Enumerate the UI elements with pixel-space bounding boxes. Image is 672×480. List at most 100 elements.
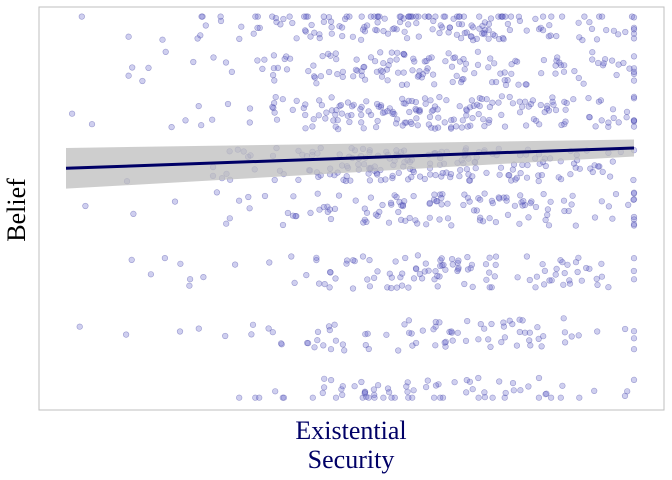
data-point bbox=[466, 177, 474, 184]
data-point bbox=[470, 37, 477, 44]
data-point bbox=[519, 202, 526, 209]
data-point bbox=[605, 203, 613, 210]
data-point bbox=[371, 391, 378, 399]
data-point bbox=[503, 197, 510, 204]
data-point bbox=[406, 13, 414, 20]
data-point bbox=[527, 100, 535, 108]
data-point bbox=[630, 196, 638, 203]
data-point bbox=[527, 342, 534, 349]
data-point bbox=[474, 61, 482, 69]
data-point bbox=[315, 173, 322, 180]
data-point bbox=[463, 112, 470, 119]
data-point bbox=[320, 342, 327, 349]
data-point bbox=[309, 123, 316, 130]
data-point bbox=[198, 122, 205, 129]
data-point bbox=[254, 13, 261, 20]
data-point bbox=[316, 280, 323, 287]
data-point bbox=[419, 71, 427, 78]
data-point bbox=[439, 394, 447, 401]
data-point bbox=[425, 55, 433, 62]
data-point bbox=[433, 198, 440, 205]
data-point bbox=[384, 284, 391, 291]
data-point bbox=[475, 110, 482, 118]
data-point bbox=[504, 211, 512, 218]
data-point bbox=[273, 19, 280, 26]
data-point bbox=[288, 253, 295, 260]
data-point bbox=[379, 201, 386, 209]
data-point bbox=[483, 169, 490, 176]
data-point bbox=[405, 394, 412, 401]
data-point bbox=[273, 116, 281, 123]
data-point bbox=[506, 26, 514, 34]
data-point bbox=[290, 193, 297, 200]
data-point bbox=[546, 22, 553, 29]
data-point bbox=[448, 124, 455, 131]
data-point bbox=[331, 321, 338, 328]
data-point bbox=[316, 97, 323, 104]
data-point bbox=[561, 339, 569, 346]
data-point bbox=[470, 102, 477, 109]
data-point bbox=[366, 283, 374, 290]
data-point bbox=[187, 276, 194, 283]
data-point bbox=[630, 93, 638, 100]
data-point bbox=[335, 192, 343, 199]
data-point bbox=[217, 13, 224, 20]
data-point bbox=[485, 21, 493, 28]
data-point bbox=[410, 387, 417, 394]
data-point bbox=[326, 284, 333, 291]
data-point bbox=[316, 34, 323, 42]
data-point bbox=[302, 125, 309, 132]
data-point bbox=[451, 379, 458, 386]
data-point bbox=[496, 195, 503, 202]
data-point bbox=[455, 257, 462, 264]
data-point bbox=[292, 213, 299, 220]
data-point bbox=[529, 97, 537, 104]
data-point bbox=[339, 73, 346, 80]
data-point bbox=[238, 23, 245, 30]
data-point bbox=[301, 13, 308, 20]
data-point bbox=[339, 383, 346, 390]
data-point bbox=[448, 125, 455, 132]
data-point bbox=[497, 164, 505, 171]
data-point bbox=[620, 59, 627, 67]
data-point bbox=[313, 257, 320, 264]
data-point bbox=[418, 74, 425, 81]
data-point bbox=[543, 390, 550, 397]
data-point bbox=[509, 166, 517, 173]
data-point bbox=[402, 217, 409, 224]
data-point bbox=[481, 394, 489, 401]
data-point bbox=[343, 260, 350, 267]
data-point bbox=[473, 207, 480, 214]
data-point bbox=[424, 377, 431, 384]
data-point bbox=[271, 99, 278, 107]
data-point bbox=[497, 70, 504, 77]
data-point bbox=[427, 171, 434, 178]
data-point bbox=[309, 394, 316, 401]
data-point bbox=[289, 19, 296, 27]
data-point bbox=[269, 329, 276, 336]
data-point bbox=[332, 394, 340, 401]
data-point bbox=[466, 177, 473, 184]
data-point bbox=[254, 24, 261, 32]
data-point bbox=[589, 56, 596, 63]
data-point bbox=[448, 63, 456, 70]
data-point bbox=[570, 160, 578, 167]
data-point bbox=[470, 24, 477, 31]
data-point bbox=[431, 191, 438, 198]
data-point bbox=[575, 74, 582, 82]
data-point bbox=[197, 32, 204, 39]
data-point bbox=[507, 13, 515, 20]
data-point bbox=[581, 13, 588, 20]
data-point bbox=[324, 208, 331, 215]
data-point bbox=[479, 30, 486, 37]
data-point bbox=[427, 97, 434, 104]
data-point bbox=[525, 383, 532, 390]
data-point bbox=[314, 190, 321, 197]
data-point bbox=[334, 117, 341, 124]
data-point bbox=[630, 117, 638, 124]
data-point bbox=[475, 374, 482, 382]
data-point bbox=[328, 94, 335, 101]
data-point bbox=[281, 55, 288, 63]
data-point bbox=[476, 102, 483, 110]
data-point bbox=[591, 214, 599, 221]
